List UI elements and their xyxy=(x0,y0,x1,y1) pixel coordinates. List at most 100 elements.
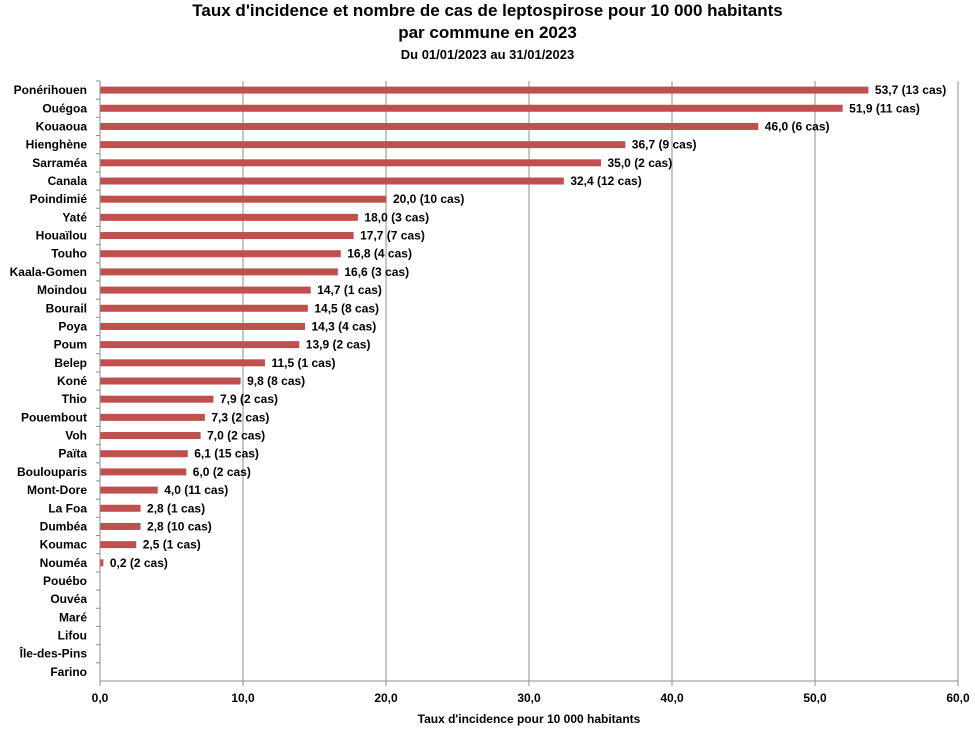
bar xyxy=(100,286,311,294)
category-label: Yaté xyxy=(62,210,87,224)
bar xyxy=(100,122,759,130)
data-label: 0,2 (2 cas) xyxy=(110,556,168,570)
bar xyxy=(100,504,141,512)
data-labels: 53,7 (13 cas) 51,9 (11 cas) 46,0 (6 cas) 36… xyxy=(110,83,946,570)
category-label: Païta xyxy=(58,447,87,461)
category-label: Belep xyxy=(54,356,87,370)
category-label: Dumbéa xyxy=(40,519,88,533)
bar xyxy=(100,559,104,567)
x-tick-label: 10,0 xyxy=(231,691,255,705)
bar xyxy=(100,304,308,312)
data-label: 14,5 (8 cas) xyxy=(314,301,379,315)
bar xyxy=(100,232,354,240)
data-label: 13,9 (2 cas) xyxy=(306,338,371,352)
category-label: Pouembout xyxy=(21,410,87,424)
category-label: Ouvéa xyxy=(50,592,87,606)
bar xyxy=(100,159,601,167)
x-axis-title: Taux d'incidence pour 10 000 habitants xyxy=(418,712,641,726)
data-label: 14,7 (1 cas) xyxy=(317,283,382,297)
data-label: 6,0 (2 cas) xyxy=(193,465,251,479)
data-label: 32,4 (12 cas) xyxy=(570,174,641,188)
category-label: Canala xyxy=(48,174,88,188)
category-label: Ouégoa xyxy=(42,101,87,115)
data-label: 2,8 (1 cas) xyxy=(147,501,205,515)
data-label: 17,7 (7 cas) xyxy=(360,229,425,243)
bar xyxy=(100,541,137,549)
bar xyxy=(100,213,358,221)
chart-title-block: Taux d'incidence et nombre de cas de lep… xyxy=(0,0,975,64)
x-tick-label: 0,0 xyxy=(92,691,109,705)
category-label: Lifou xyxy=(58,629,87,643)
category-label: Bourail xyxy=(46,301,87,315)
category-label: Kaala-Gomen xyxy=(10,265,87,279)
category-label: Boulouparis xyxy=(17,465,87,479)
bar xyxy=(100,450,188,458)
bar xyxy=(100,522,141,530)
chart-title-line-2: par commune en 2023 xyxy=(398,23,577,42)
x-tick-label: 50,0 xyxy=(803,691,827,705)
category-label: Nouméa xyxy=(40,556,88,570)
bar xyxy=(100,86,869,94)
category-label: Poya xyxy=(58,319,87,333)
axes xyxy=(99,81,958,682)
data-label: 7,9 (2 cas) xyxy=(220,392,278,406)
category-label: La Foa xyxy=(48,501,87,515)
data-label: 4,0 (11 cas) xyxy=(164,483,228,497)
x-tick-label: 30,0 xyxy=(517,691,541,705)
data-label: 51,9 (11 cas) xyxy=(849,101,920,115)
bar xyxy=(100,413,205,421)
x-tick-label: 40,0 xyxy=(660,691,684,705)
data-label: 36,7 (9 cas) xyxy=(632,138,697,152)
category-labels: Ponérihouen Ouégoa Kouaoua Hienghène Sarramé… xyxy=(10,83,88,679)
x-tick-label: 60,0 xyxy=(946,691,970,705)
data-label: 7,0 (2 cas) xyxy=(207,429,265,443)
category-label: Mont-Dore xyxy=(27,483,87,497)
data-label: 16,8 (4 cas) xyxy=(347,247,412,261)
category-label: Hienghène xyxy=(26,138,88,152)
category-label: Houaïlou xyxy=(36,229,87,243)
bar xyxy=(100,268,338,276)
bar xyxy=(100,377,241,385)
category-label: Poum xyxy=(54,338,87,352)
bar xyxy=(100,432,201,440)
category-label: Koné xyxy=(57,374,87,388)
data-label: 16,6 (3 cas) xyxy=(344,265,409,279)
chart-subtitle: Du 01/01/2023 au 31/01/2023 xyxy=(400,47,575,62)
x-tick-label: 20,0 xyxy=(374,691,398,705)
data-label: 9,8 (8 cas) xyxy=(247,374,305,388)
category-label: Maré xyxy=(59,610,87,624)
category-label: Pouébo xyxy=(43,574,87,588)
bar xyxy=(100,486,158,494)
data-label: 35,0 (2 cas) xyxy=(608,156,673,170)
category-label: Koumac xyxy=(40,538,88,552)
bar xyxy=(100,104,843,112)
chart-title-line-1: Taux d'incidence et nombre de cas de lep… xyxy=(192,1,783,20)
data-label: 46,0 (6 cas) xyxy=(765,119,830,133)
bar xyxy=(100,322,305,330)
category-label: Voh xyxy=(65,429,87,443)
data-label: 2,8 (10 cas) xyxy=(147,519,212,533)
bar xyxy=(100,250,341,258)
bars xyxy=(100,86,869,567)
data-label: 53,7 (13 cas) xyxy=(875,83,946,97)
category-label: Île-des-Pins xyxy=(19,646,88,661)
category-label: Moindou xyxy=(37,283,87,297)
bar xyxy=(100,177,564,185)
data-label: 7,3 (2 cas) xyxy=(211,410,269,424)
x-tick-labels: 0,0 10,0 20,0 30,0 40,0 50,0 60,0 xyxy=(92,691,970,705)
bar xyxy=(100,141,626,149)
category-label: Thio xyxy=(62,392,87,406)
category-label: Ponérihouen xyxy=(14,83,87,97)
data-label: 18,0 (3 cas) xyxy=(364,210,429,224)
bar xyxy=(100,359,265,367)
bar xyxy=(100,395,214,403)
category-label: Poindimié xyxy=(30,192,88,206)
category-label: Kouaoua xyxy=(36,119,88,133)
data-label: 14,3 (4 cas) xyxy=(311,319,376,333)
data-label: 2,5 (1 cas) xyxy=(143,538,201,552)
category-label: Sarraméa xyxy=(32,156,87,170)
bar xyxy=(100,195,387,203)
category-label: Touho xyxy=(51,247,87,261)
bar xyxy=(100,341,300,349)
